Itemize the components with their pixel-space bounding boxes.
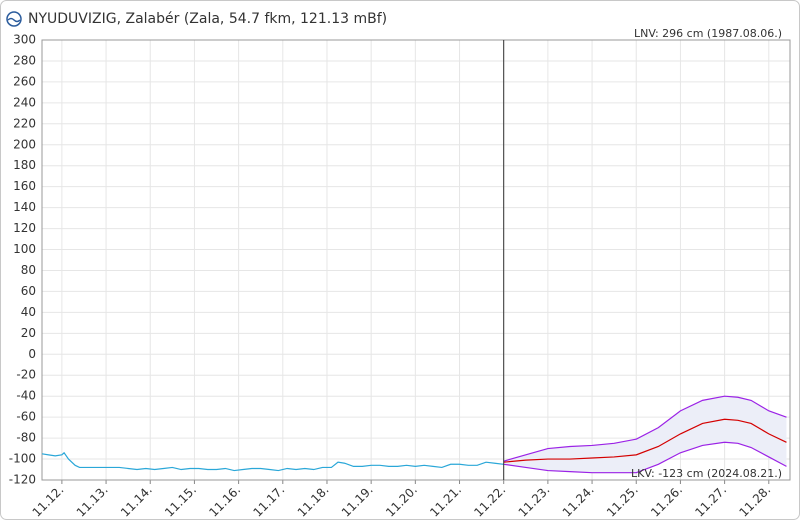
y-tick-label: 100 bbox=[13, 242, 36, 256]
series-line bbox=[503, 418, 787, 463]
y-tick-label: 80 bbox=[21, 263, 36, 277]
y-tick-label: 260 bbox=[13, 74, 36, 88]
y-tick-label: -20 bbox=[16, 368, 36, 382]
logo bbox=[6, 11, 22, 27]
y-tick-label: 40 bbox=[21, 305, 36, 319]
y-tick-label: 20 bbox=[21, 326, 36, 340]
y-tick-label: 160 bbox=[13, 179, 36, 193]
y-tick-label: 120 bbox=[13, 221, 36, 235]
y-tick-label: -100 bbox=[9, 452, 36, 466]
y-tick-label: 60 bbox=[21, 284, 36, 298]
plot-border bbox=[41, 39, 791, 481]
series-line bbox=[503, 441, 787, 474]
y-tick-label: -80 bbox=[16, 431, 36, 445]
y-tick-label: 220 bbox=[13, 116, 36, 130]
annotation: LNV: 296 cm (1987.08.06.) bbox=[634, 27, 782, 40]
annotation: LKV: -123 cm (2024.08.21.) bbox=[631, 467, 782, 480]
y-tick-label: 300 bbox=[13, 33, 36, 47]
y-tick-label: 200 bbox=[13, 137, 36, 151]
y-tick-label: 140 bbox=[13, 200, 36, 214]
y-tick-label: 240 bbox=[13, 95, 36, 109]
y-tick-label: -40 bbox=[16, 389, 36, 403]
forecast-band bbox=[503, 396, 787, 473]
series-line bbox=[41, 451, 504, 472]
y-tick-label: 0 bbox=[28, 347, 36, 361]
y-tick-label: -60 bbox=[16, 410, 36, 424]
chart-title: NYUDUVIZIG, Zalabér (Zala, 54.7 fkm, 121… bbox=[28, 11, 387, 27]
y-tick-label: 180 bbox=[13, 158, 36, 172]
series-line bbox=[503, 395, 787, 462]
y-tick-label: -120 bbox=[9, 473, 36, 487]
y-tick-label: 280 bbox=[13, 53, 36, 67]
